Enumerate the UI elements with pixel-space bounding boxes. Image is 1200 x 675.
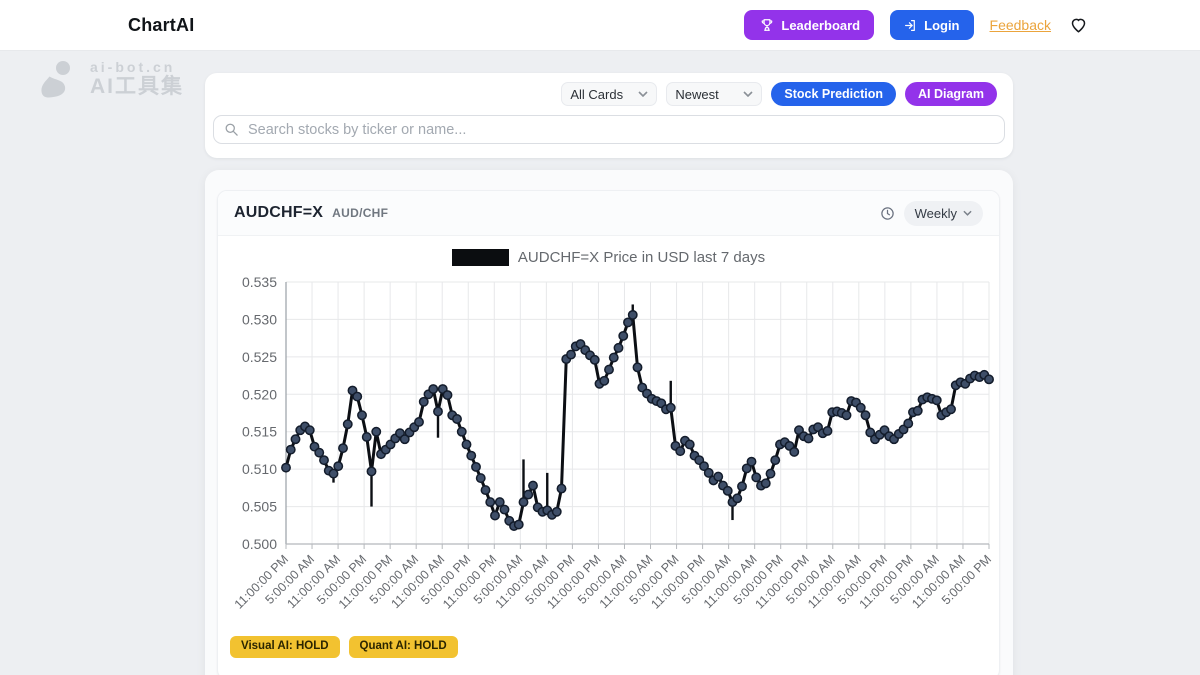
svg-text:0.515: 0.515 <box>242 424 277 440</box>
search-input[interactable] <box>248 121 994 138</box>
watermark-line2: AI工具集 <box>90 75 184 99</box>
svg-text:0.510: 0.510 <box>242 461 277 477</box>
price-line-chart[interactable]: 0.500 0.505 0.510 0.515 0.520 0.525 0.530 0.535… <box>218 270 1000 632</box>
login-label: Login <box>924 17 960 33</box>
svg-text:0.525: 0.525 <box>242 349 277 365</box>
chart-legend: AUDCHF=X Price in USD last 7 days <box>218 249 999 266</box>
svg-text:0.530: 0.530 <box>242 311 277 327</box>
legend-label: AUDCHF=X Price in USD last 7 days <box>517 249 766 266</box>
legend-swatch <box>451 249 509 266</box>
header-actions: Leaderboard Login Feedback <box>744 10 1088 40</box>
quant-ai-badge: Quant AI: HOLD <box>348 636 458 658</box>
ticker-group: AUDCHF=X AUD/CHF <box>234 204 388 222</box>
sort-filter-value: Newest <box>675 86 719 102</box>
ticker-symbol: AUDCHF=X <box>234 204 324 221</box>
chevron-down-icon <box>638 91 648 97</box>
sort-filter-select[interactable]: Newest <box>666 82 763 106</box>
ai-diagram-button[interactable]: AI Diagram <box>905 82 997 106</box>
heart-icon[interactable] <box>1069 16 1088 34</box>
app-header: ChartAI Leaderboard Login Feedback <box>0 0 1200 51</box>
stock-card: AUDCHF=X AUD/CHF Weekly <box>217 190 1000 675</box>
watermark-text: ai-bot.cn AI工具集 <box>90 59 184 99</box>
filter-row: All Cards Newest Stock Prediction AI Dia… <box>213 82 1005 106</box>
content-section: AUDCHF=X AUD/CHF Weekly <box>205 170 1013 675</box>
trophy-icon <box>760 18 774 32</box>
watermark-logo-icon <box>38 60 80 98</box>
visual-ai-badge: Visual AI: HOLD <box>230 636 340 658</box>
leaderboard-label: Leaderboard <box>781 17 861 33</box>
chevron-down-icon <box>743 91 753 97</box>
login-button[interactable]: Login <box>890 10 974 40</box>
search-box <box>213 115 1005 144</box>
interval-group: Weekly <box>880 200 983 226</box>
feedback-link[interactable]: Feedback <box>989 17 1051 33</box>
svg-text:0.500: 0.500 <box>242 536 277 552</box>
stock-card-header: AUDCHF=X AUD/CHF Weekly <box>218 191 999 236</box>
watermark-line1: ai-bot.cn <box>90 59 176 75</box>
clock-icon <box>880 206 895 221</box>
stock-prediction-button[interactable]: Stock Prediction <box>771 82 896 106</box>
ai-signal-badges: Visual AI: HOLD Quant AI: HOLD <box>218 632 999 658</box>
interval-select[interactable]: Weekly <box>903 200 983 226</box>
interval-value: Weekly <box>914 205 957 221</box>
login-icon <box>904 19 917 32</box>
currency-pair: AUD/CHF <box>332 206 389 220</box>
app-logo: ChartAI <box>128 14 195 35</box>
filter-panel: All Cards Newest Stock Prediction AI Dia… <box>205 73 1013 158</box>
svg-text:0.520: 0.520 <box>242 386 277 402</box>
svg-text:0.535: 0.535 <box>242 274 277 290</box>
cards-filter-value: All Cards <box>570 86 624 102</box>
leaderboard-button[interactable]: Leaderboard <box>744 10 875 40</box>
svg-text:0.505: 0.505 <box>242 499 277 515</box>
cards-filter-select[interactable]: All Cards <box>561 82 658 106</box>
search-icon <box>224 122 239 137</box>
watermark: ai-bot.cn AI工具集 <box>38 59 184 99</box>
